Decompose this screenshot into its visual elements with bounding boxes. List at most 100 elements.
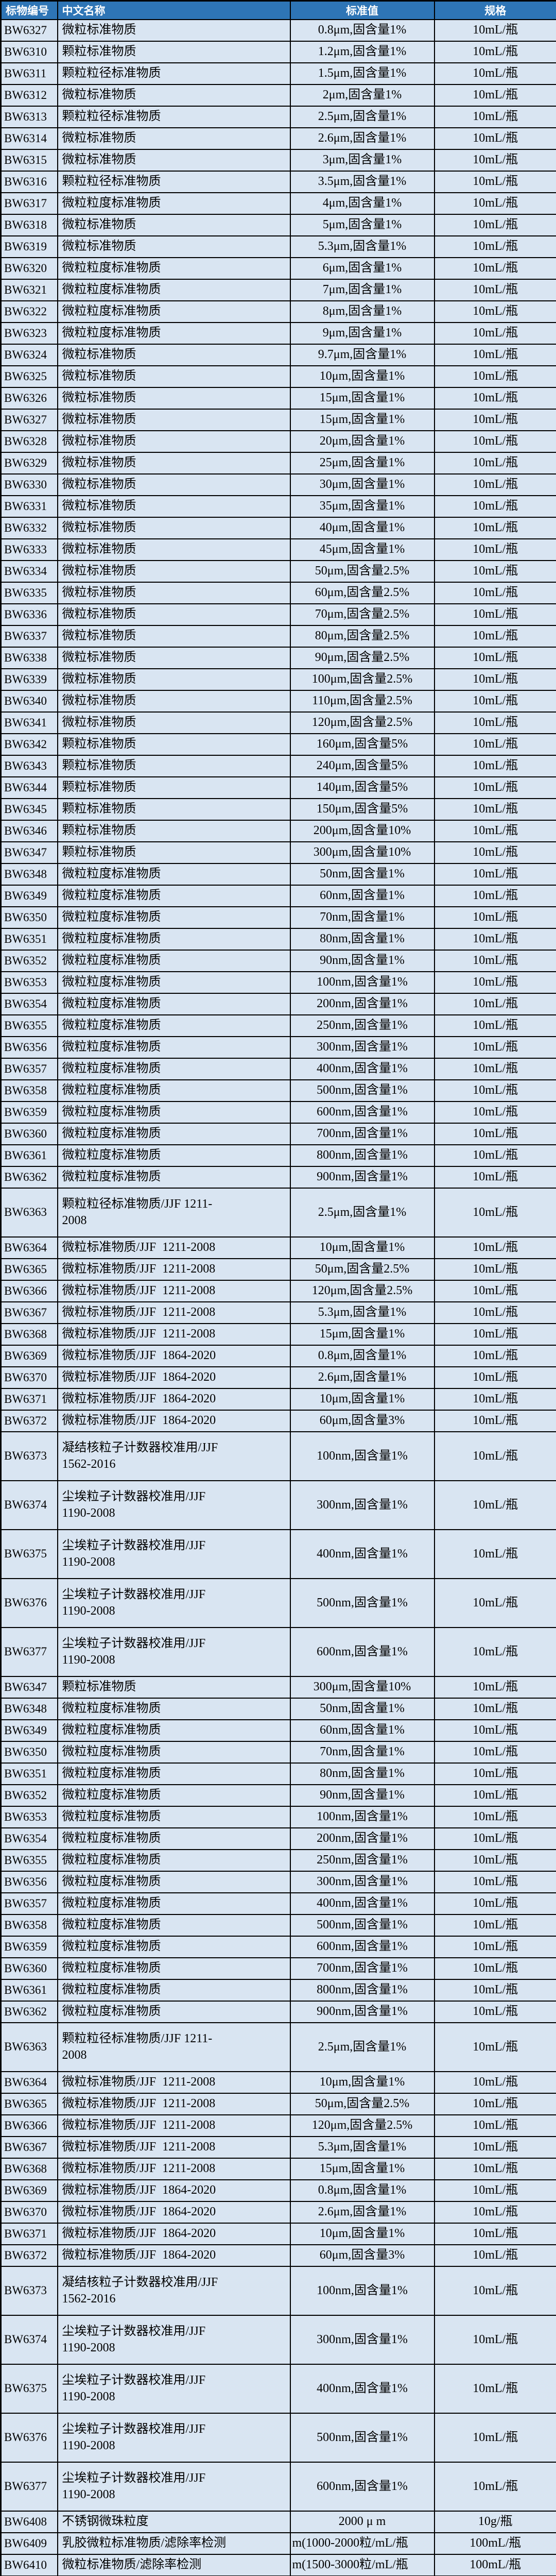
cell-value: 80nm,固含量1% bbox=[289, 1762, 435, 1785]
cell-id: BW6374 bbox=[0, 2315, 58, 2365]
table-row: BW6319 微粒标准物质 5.3μm,固含量1% 10mL/瓶 bbox=[0, 235, 556, 258]
cell-id: BW6348 bbox=[0, 1698, 58, 1720]
cell-name: 微粒标准物质/JJF 1211-2008 bbox=[57, 2114, 291, 2137]
cell-id: BW6363 bbox=[0, 1188, 58, 1238]
cell-value: 8μm,固含量1% bbox=[289, 300, 435, 323]
cell-name: 凝结核粒子计数器校准用/JJF 1562-2016 bbox=[57, 1431, 291, 1481]
cell-value: 100nm,固含量1% bbox=[289, 2266, 435, 2316]
cell-name: 微粒标准物质 bbox=[57, 19, 291, 42]
cell-spec: 10mL/瓶 bbox=[433, 344, 556, 366]
cell-id: BW6311 bbox=[0, 62, 58, 85]
cell-name: 微粒粒度标准物质 bbox=[57, 1849, 291, 1872]
cell-name: 微粒粒度标准物质 bbox=[57, 1762, 291, 1785]
cell-id: BW6355 bbox=[0, 1014, 58, 1037]
cell-spec: 10mL/瓶 bbox=[433, 2071, 556, 2094]
cell-value: 100nm,固含量1% bbox=[289, 971, 435, 994]
cell-spec: 10mL/瓶 bbox=[433, 495, 556, 518]
cell-name: 微粒标准物质 bbox=[57, 409, 291, 431]
cell-name: 微粒标准物质/JJF 1864-2020 bbox=[57, 2244, 291, 2267]
cell-spec: 10mL/瓶 bbox=[433, 1188, 556, 1238]
table-row: BW6343 颗粒标准物质 240μm,固含量5% 10mL/瓶 bbox=[0, 755, 556, 777]
cell-name: 颗粒标准物质 bbox=[57, 776, 291, 799]
cell-spec: 10mL/瓶 bbox=[433, 1784, 556, 1807]
cell-name: 尘埃粒子计数器校准用/JJF 1190-2008 bbox=[57, 2413, 291, 2463]
cell-id: BW6314 bbox=[0, 127, 58, 150]
table-row: BW6376 尘埃粒子计数器校准用/JJF 1190-2008 500nm,固含… bbox=[0, 1578, 556, 1628]
cell-id: BW6340 bbox=[0, 690, 58, 713]
table-row: BW6312 微粒标准物质 2μm,固含量1% 10mL/瓶 bbox=[0, 84, 556, 107]
table-row: BW6350 微粒粒度标准物质 70nm,固含量1% 10mL/瓶 bbox=[0, 1741, 556, 1764]
cell-spec: 10mL/瓶 bbox=[433, 1301, 556, 1324]
cell-value: 20μm,固含量1% bbox=[289, 430, 435, 453]
cell-name: 微粒粒度标准物质 bbox=[57, 1166, 291, 1189]
cell-spec: 10mL/瓶 bbox=[433, 192, 556, 215]
cell-value: 600nm,固含量1% bbox=[289, 1936, 435, 1958]
cell-value: 400nm,固含量1% bbox=[289, 1529, 435, 1579]
cell-value: 240μm,固含量5% bbox=[289, 755, 435, 777]
cell-name: 微粒粒度标准物质 bbox=[57, 1719, 291, 1742]
cell-value: 1.5μm,固含量1% bbox=[289, 62, 435, 85]
cell-value: 400nm,固含量1% bbox=[289, 2364, 435, 2414]
cell-name: 微粒标准物质 bbox=[57, 603, 291, 626]
cell-name: 微粒标准物质/JJF 1864-2020 bbox=[57, 1345, 291, 1367]
table-row: BW6328 微粒标准物质 20μm,固含量1% 10mL/瓶 bbox=[0, 430, 556, 453]
cell-value: 800nm,固含量1% bbox=[289, 1979, 435, 2002]
header-cell-value: 标准值 bbox=[289, 0, 435, 20]
table-row: BW6314 微粒标准物质 2.6μm,固含量1% 10mL/瓶 bbox=[0, 127, 556, 150]
cell-value: 100μm,固含量2.5% bbox=[289, 668, 435, 691]
cell-name: 微粒标准物质/JJF 1864-2020 bbox=[57, 2223, 291, 2245]
cell-spec: 10mL/瓶 bbox=[433, 971, 556, 994]
cell-value: 110μm,固含量2.5% bbox=[289, 690, 435, 713]
table-row: BW6360 微粒粒度标准物质 700nm,固含量1% 10mL/瓶 bbox=[0, 1123, 556, 1145]
cell-name: 微粒标准物质 bbox=[57, 538, 291, 561]
cell-value: 25μm,固含量1% bbox=[289, 452, 435, 474]
cell-spec: 10mL/瓶 bbox=[433, 2022, 556, 2072]
cell-id: BW6354 bbox=[0, 1827, 58, 1850]
cell-id: BW6357 bbox=[0, 1892, 58, 1915]
cell-spec: 10mL/瓶 bbox=[433, 885, 556, 907]
cell-value: 2.6μm,固含量1% bbox=[289, 2201, 435, 2224]
cell-spec: 10mL/瓶 bbox=[433, 2462, 556, 2512]
cell-name: 颗粒粒径标准物质 bbox=[57, 62, 291, 85]
header-row: 标物编号 中文名称 标准值 规格 bbox=[0, 0, 556, 20]
table-row: BW6349 微粒粒度标准物质 60nm,固含量1% 10mL/瓶 bbox=[0, 1719, 556, 1742]
cell-value: 600nm,固含量1% bbox=[289, 2462, 435, 2512]
cell-spec: 10mL/瓶 bbox=[433, 300, 556, 323]
table-header: 标物编号 中文名称 标准值 规格 bbox=[0, 0, 556, 20]
cell-id: BW6351 bbox=[0, 1762, 58, 1785]
cell-name: 微粒粒度标准物质 bbox=[57, 1079, 291, 1102]
cell-spec: 100mL/瓶 bbox=[433, 2554, 556, 2576]
table-row: BW6371 微粒标准物质/JJF 1864-2020 10μm,固含量1% 1… bbox=[0, 1388, 556, 1411]
cell-name: 微粒粒度标准物质 bbox=[57, 1036, 291, 1059]
cell-name: 微粒标准物质 bbox=[57, 127, 291, 150]
cell-value: 400nm,固含量1% bbox=[289, 1892, 435, 1915]
cell-name: 微粒粒度标准物质 bbox=[57, 993, 291, 1015]
cell-value: 70nm,固含量1% bbox=[289, 1741, 435, 1764]
table-row: BW6354 微粒粒度标准物质 200nm,固含量1% 10mL/瓶 bbox=[0, 993, 556, 1015]
cell-spec: 10mL/瓶 bbox=[433, 1144, 556, 1167]
cell-id: BW6372 bbox=[0, 1410, 58, 1432]
cell-spec: 10mL/瓶 bbox=[433, 1914, 556, 1937]
cell-id: BW6377 bbox=[0, 2462, 58, 2512]
table-row: BW6353 微粒粒度标准物质 100nm,固含量1% 10mL/瓶 bbox=[0, 971, 556, 994]
table-row: BW6313 颗粒粒径标准物质 2.5μm,固含量1% 10mL/瓶 bbox=[0, 106, 556, 128]
cell-id: BW6360 bbox=[0, 1957, 58, 1980]
cell-value: 250nm,固含量1% bbox=[289, 1849, 435, 1872]
table-row: BW6348 微粒粒度标准物质 50nm,固含量1% 10mL/瓶 bbox=[0, 1698, 556, 1720]
cell-value: 50μm,固含量2.5% bbox=[289, 2093, 435, 2115]
cell-id: BW6334 bbox=[0, 560, 58, 583]
cell-spec: 10mL/瓶 bbox=[433, 2179, 556, 2202]
cell-name: 微粒标准物质 bbox=[57, 495, 291, 518]
cell-value: 3.5μm,固含量1% bbox=[289, 171, 435, 193]
cell-name: 颗粒粒径标准物质 bbox=[57, 171, 291, 193]
cell-id: BW6345 bbox=[0, 798, 58, 821]
cell-name: 微粒标准物质/JJF 1864-2020 bbox=[57, 2201, 291, 2224]
cell-name: 颗粒标准物质 bbox=[57, 820, 291, 842]
table-row: BW6339 微粒标准物质 100μm,固含量2.5% 10mL/瓶 bbox=[0, 668, 556, 691]
cell-value: 2000 μ m bbox=[289, 2511, 435, 2533]
table-row: BW6375 尘埃粒子计数器校准用/JJF 1190-2008 400nm,固含… bbox=[0, 1529, 556, 1579]
cell-spec: 10mL/瓶 bbox=[433, 863, 556, 886]
cell-name: 微粒粒度标准物质 bbox=[57, 1806, 291, 1828]
cell-name: 颗粒标准物质 bbox=[57, 841, 291, 864]
cell-name: 微粒标准物质/JJF 1864-2020 bbox=[57, 1388, 291, 1411]
